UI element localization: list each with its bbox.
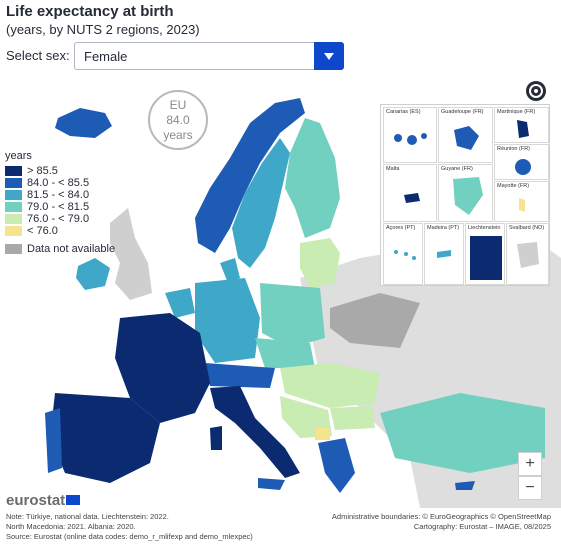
inset-caption: Martinique (FR) xyxy=(497,109,536,115)
eu-badge-unit: years xyxy=(163,128,193,142)
map-region-denmark xyxy=(220,258,240,283)
legend-swatch xyxy=(5,178,22,188)
map-region-sardinia xyxy=(210,426,222,450)
inset-martinique: Martinique (FR) xyxy=(494,107,549,143)
legend-label: > 85.5 xyxy=(27,165,58,177)
map-region-turkey xyxy=(380,393,545,473)
note-line-2: North Macedonia: 2021. Albania: 2020. xyxy=(6,522,136,531)
legend-swatch xyxy=(5,190,22,200)
inset-reunion: Réunion (FR) xyxy=(494,144,549,180)
inset-acores: Açores (PT) xyxy=(383,223,423,285)
legend-swatch xyxy=(5,202,22,212)
map-region-portugal xyxy=(45,408,62,473)
inset-guadeloupe: Guadeloupe (FR) xyxy=(438,107,493,163)
legend-item: < 76.0 xyxy=(5,225,115,237)
eu-badge-label: EU xyxy=(169,98,187,112)
legend-label: Data not available xyxy=(27,243,116,255)
map-region-germany xyxy=(195,278,260,363)
footer-credits: Administrative boundaries: © EuroGeograp… xyxy=(332,512,551,532)
sex-select[interactable]: Female xyxy=(74,42,344,70)
legend-swatch xyxy=(5,166,22,176)
overseas-insets-panel: Canarias (ES) Guadeloupe (FR) Martinique… xyxy=(380,104,550,286)
inset-caption: Svalbard (NO) xyxy=(509,225,545,231)
map-region-balkans xyxy=(280,396,332,438)
source-line: Source: Eurostat (online data codes: dem… xyxy=(6,532,253,541)
settings-button[interactable] xyxy=(525,80,547,102)
inset-malta: Malta xyxy=(383,164,437,222)
inset-caption: Guadeloupe (FR) xyxy=(441,109,484,115)
legend-label: 76.0 - < 79.0 xyxy=(27,213,90,225)
inset-caption: Madeira (PT) xyxy=(427,225,460,231)
map-region-sicily xyxy=(258,478,285,490)
zoom-out-button[interactable]: − xyxy=(518,476,542,500)
page-title: Life expectancy at birth xyxy=(6,3,174,20)
legend-label: 84.0 - < 85.5 xyxy=(27,177,90,189)
footer-notes: Note: Türkiye, national data. Liechtenst… xyxy=(6,512,253,542)
inset-canarias: Canarias (ES) xyxy=(383,107,437,163)
admin-boundaries-credit: Administrative boundaries: © EuroGeograp… xyxy=(331,512,551,521)
map-region-ireland xyxy=(76,258,110,290)
inset-caption: Réunion (FR) xyxy=(497,146,531,152)
map-region-norway xyxy=(195,98,305,253)
map-region-italy xyxy=(210,386,300,478)
chevron-down-icon xyxy=(324,53,334,60)
cartography-credit: Cartography: Eurostat – IMAGE, 08/2025 xyxy=(413,522,551,531)
legend-title: years xyxy=(5,150,32,162)
settings-icon xyxy=(526,81,546,101)
eurostat-logo: eurostat xyxy=(6,492,66,509)
legend-item: 79.0 - < 81.5 xyxy=(5,201,115,213)
inset-liechtenstein: Liechtenstein xyxy=(465,223,505,285)
legend-swatch xyxy=(5,226,22,236)
map-region-cyprus xyxy=(455,481,475,490)
inset-guyane: Guyane (FR) xyxy=(438,164,493,222)
map-region-spain xyxy=(50,393,160,483)
legend-item-not-available: Data not available xyxy=(5,243,115,255)
eu-badge-value: 84.0 xyxy=(166,113,190,127)
map-region-benelux xyxy=(165,288,195,318)
legend-swatch xyxy=(5,214,22,224)
map-region-poland xyxy=(260,283,325,348)
map-region-czechia-slovakia xyxy=(255,338,315,368)
legend-label: 79.0 - < 81.5 xyxy=(27,201,90,213)
legend-item: 76.0 - < 79.0 xyxy=(5,213,115,225)
map-region-north-macedonia xyxy=(315,428,330,440)
inset-caption: Guyane (FR) xyxy=(441,166,473,172)
map-region-iceland xyxy=(55,108,112,138)
map-region-hungary-romania xyxy=(280,363,380,408)
zoom-in-button[interactable]: + xyxy=(518,452,542,476)
map-region-finland xyxy=(285,118,340,238)
legend-item: 81.5 - < 84.0 xyxy=(5,189,115,201)
note-line-1: Note: Türkiye, national data. Liechtenst… xyxy=(6,512,169,521)
inset-caption: Mayotte (FR) xyxy=(497,183,530,189)
map-region-uk xyxy=(110,208,152,300)
map-region-austria-swiss xyxy=(205,363,275,388)
map-region-russia-grey xyxy=(330,293,420,348)
inset-caption: Açores (PT) xyxy=(386,225,416,231)
map-region-greece xyxy=(318,438,355,493)
inset-caption: Canarias (ES) xyxy=(386,109,421,115)
legend-label: < 76.0 xyxy=(27,225,58,237)
inset-mayotte: Mayotte (FR) xyxy=(494,181,549,222)
legend-label: 81.5 - < 84.0 xyxy=(27,189,90,201)
inset-madeira: Madeira (PT) xyxy=(424,223,464,285)
inset-caption: Liechtenstein xyxy=(468,225,501,231)
inset-svalbard: Svalbard (NO) xyxy=(506,223,549,285)
legend-item: > 85.5 xyxy=(5,165,115,177)
map-region-france xyxy=(115,313,210,423)
sex-select-label: Select sex: xyxy=(6,48,70,63)
map-region-baltics xyxy=(300,238,340,288)
map-region-bulgaria xyxy=(330,406,375,430)
legend-item: 84.0 - < 85.5 xyxy=(5,177,115,189)
eu-flag-icon xyxy=(66,495,80,505)
map-region-sweden xyxy=(232,138,290,268)
sex-select-value: Female xyxy=(84,49,128,64)
inset-caption: Malta xyxy=(386,166,400,172)
map-legend: years > 85.5 84.0 - < 85.5 81.5 - < 84.0… xyxy=(5,150,115,255)
legend-swatch xyxy=(5,244,22,254)
sex-select-toggle[interactable] xyxy=(314,42,344,70)
page-subtitle: (years, by NUTS 2 regions, 2023) xyxy=(6,22,200,37)
eu-average-badge: EU 84.0 years xyxy=(148,90,208,150)
